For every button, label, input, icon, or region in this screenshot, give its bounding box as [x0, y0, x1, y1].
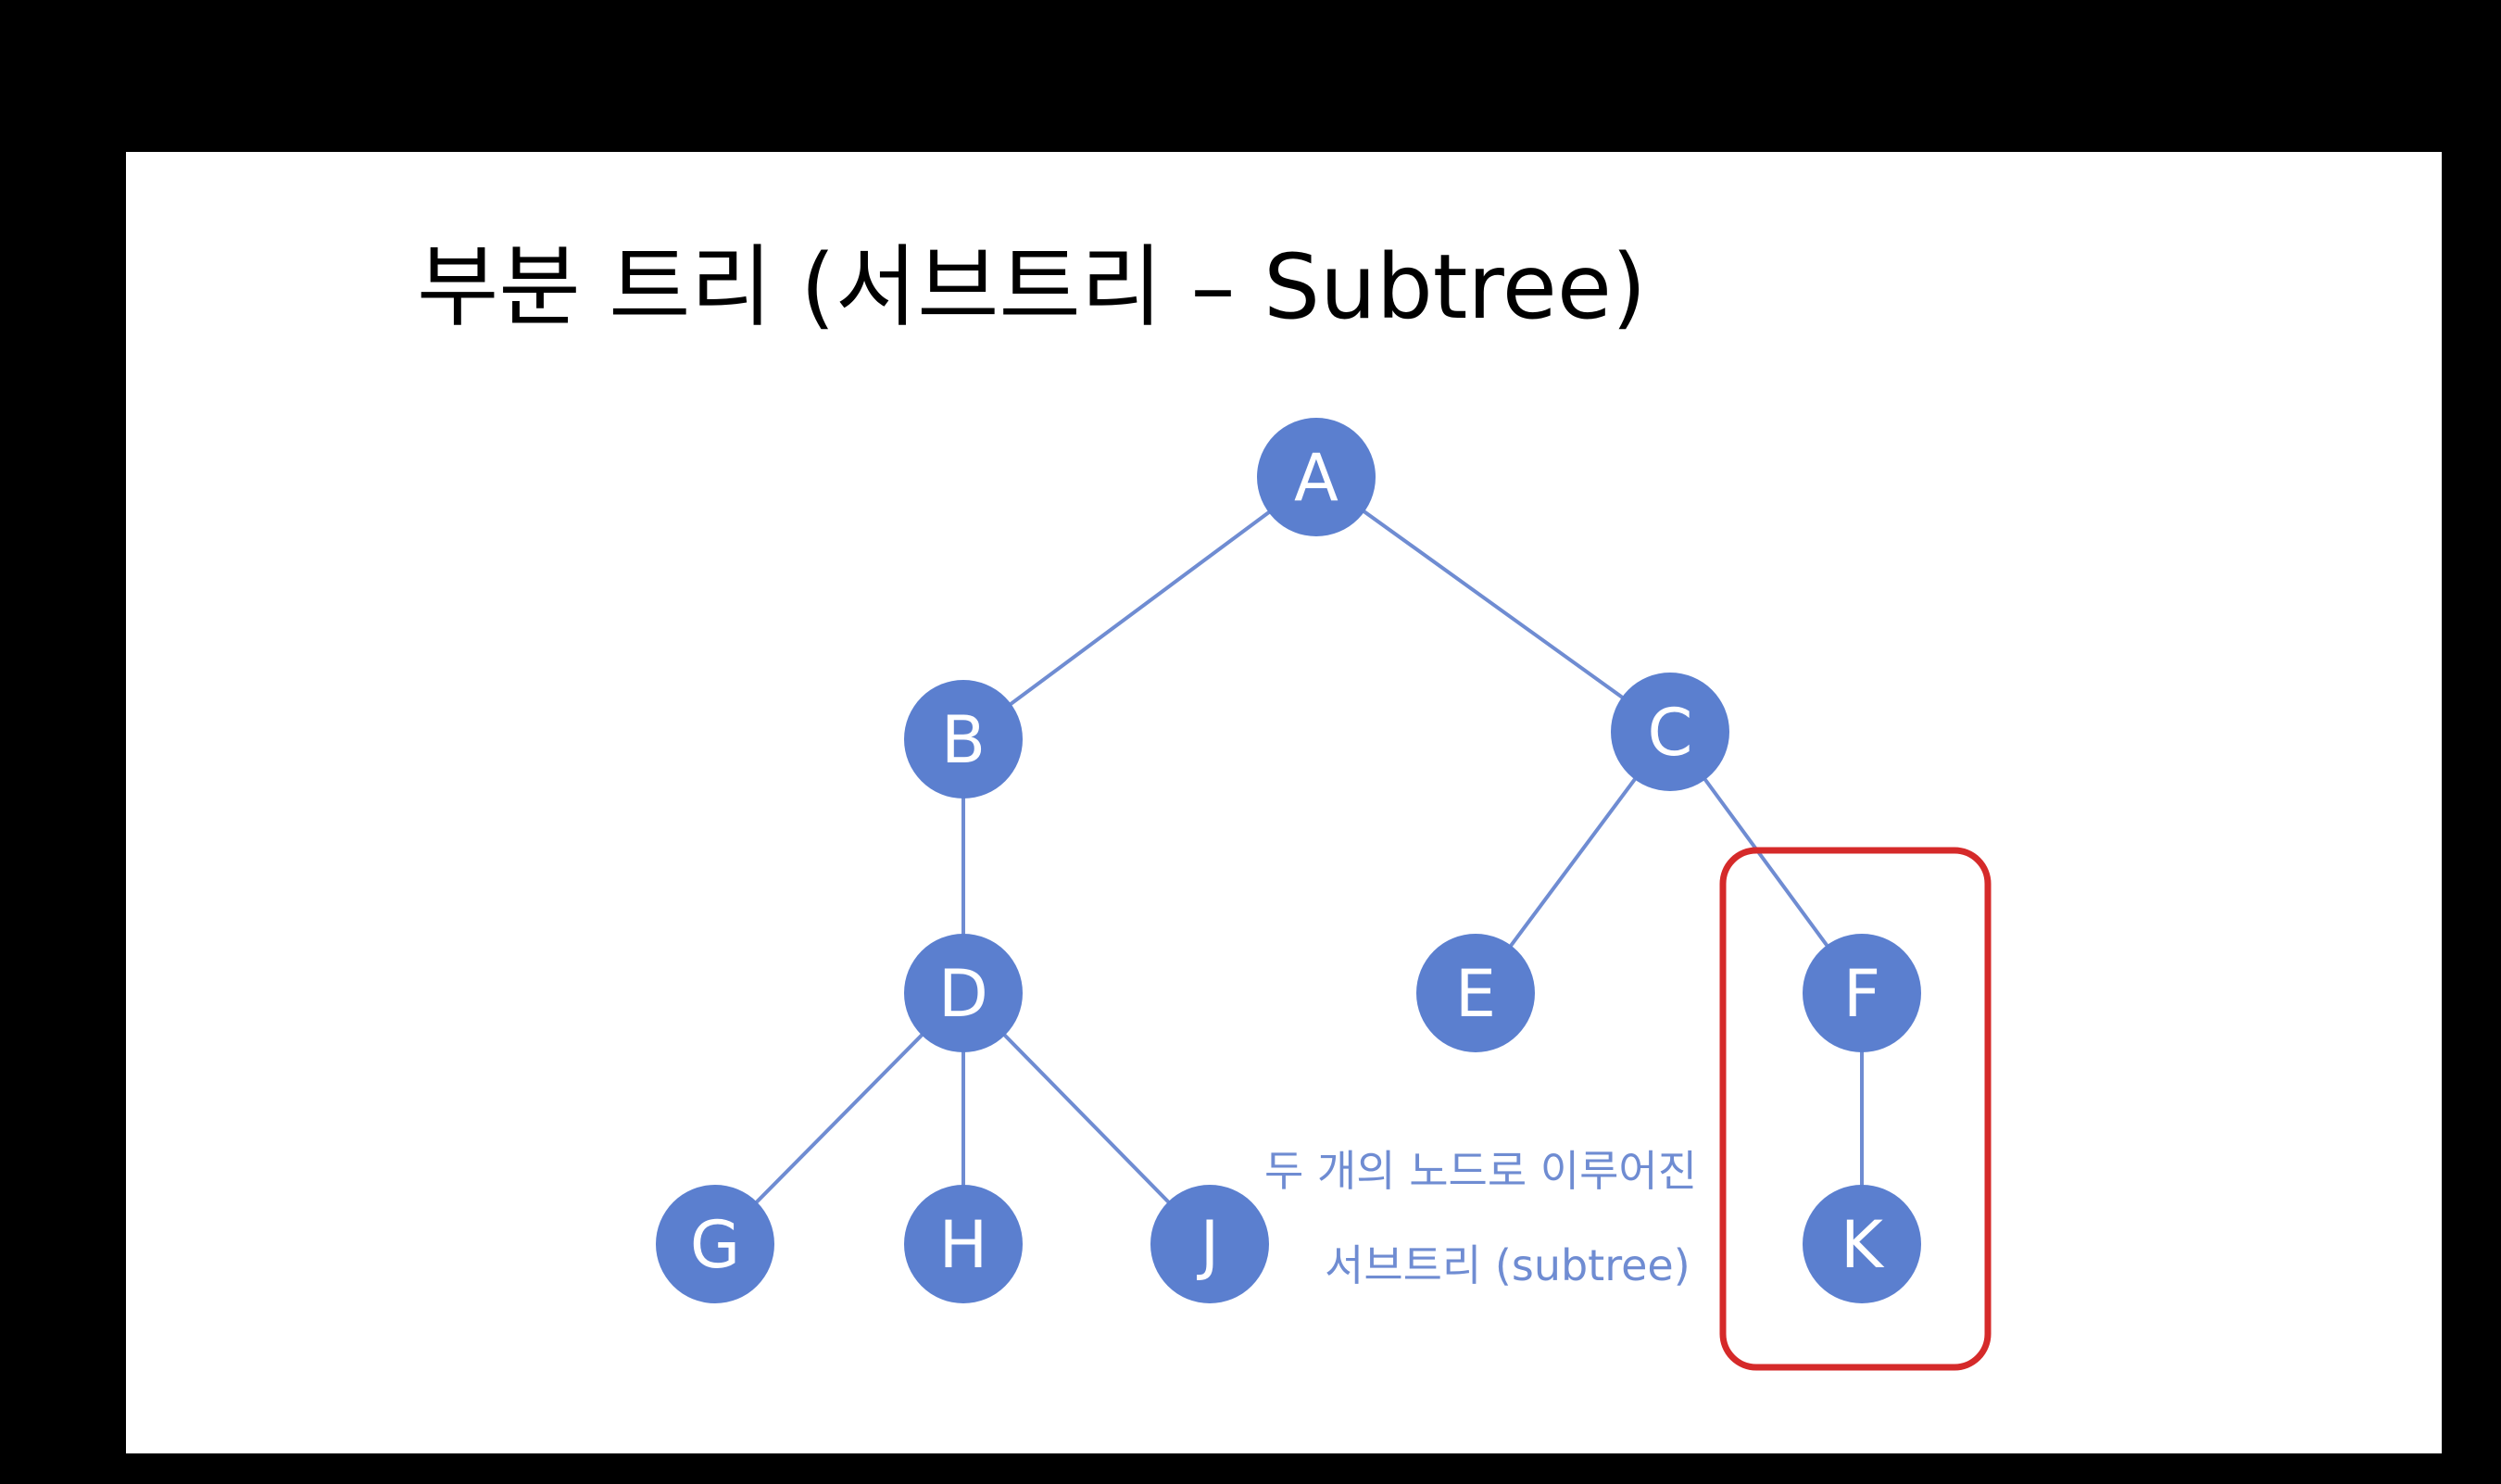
tree-edges: [713, 475, 1864, 1246]
node-circle-E: [1416, 934, 1535, 1052]
node-label-J: J: [1197, 1207, 1220, 1283]
slide-title: 부분 트리 (서브트리 – Subtree): [417, 235, 1647, 339]
node-C: C: [1611, 673, 1729, 791]
node-B: B: [904, 680, 1023, 799]
node-D: D: [904, 934, 1023, 1052]
edge-A-B: [961, 475, 1318, 741]
node-label-B: B: [941, 702, 986, 778]
caption-line-2: 서브트리 (subtree): [1325, 1240, 1690, 1290]
subtree-highlight-box: [1719, 847, 1992, 1371]
node-circle-C: [1611, 673, 1729, 791]
node-label-F: F: [1843, 956, 1880, 1032]
node-circle-D: [904, 934, 1023, 1052]
node-label-D: D: [938, 956, 988, 1032]
node-J: J: [1150, 1185, 1269, 1303]
node-circle-H: [904, 1185, 1023, 1303]
node-circle-G: [656, 1185, 774, 1303]
node-circle-J: [1150, 1185, 1269, 1303]
node-label-C: C: [1648, 695, 1693, 771]
node-label-E: E: [1455, 956, 1496, 1032]
node-G: G: [656, 1185, 774, 1303]
node-label-A: A: [1294, 440, 1338, 516]
node-label-G: G: [690, 1207, 740, 1283]
slide: [126, 152, 2442, 1453]
node-circle-F: [1803, 934, 1921, 1052]
node-label-H: H: [939, 1207, 988, 1283]
node-circle-K: [1803, 1185, 1921, 1303]
node-F: F: [1803, 934, 1921, 1052]
caption-line-1: 두 개의 노드로 이루어진: [1264, 1146, 1698, 1196]
node-K: K: [1803, 1185, 1921, 1303]
node-circle-A: [1257, 418, 1376, 536]
node-circle-B: [904, 680, 1023, 799]
node-H: H: [904, 1185, 1023, 1303]
node-label-K: K: [1841, 1207, 1885, 1283]
node-A: A: [1257, 418, 1376, 536]
tree-nodes: A B C D E F G H J K: [656, 418, 1921, 1303]
node-E: E: [1416, 934, 1535, 1052]
edge-A-C: [1314, 475, 1672, 734]
